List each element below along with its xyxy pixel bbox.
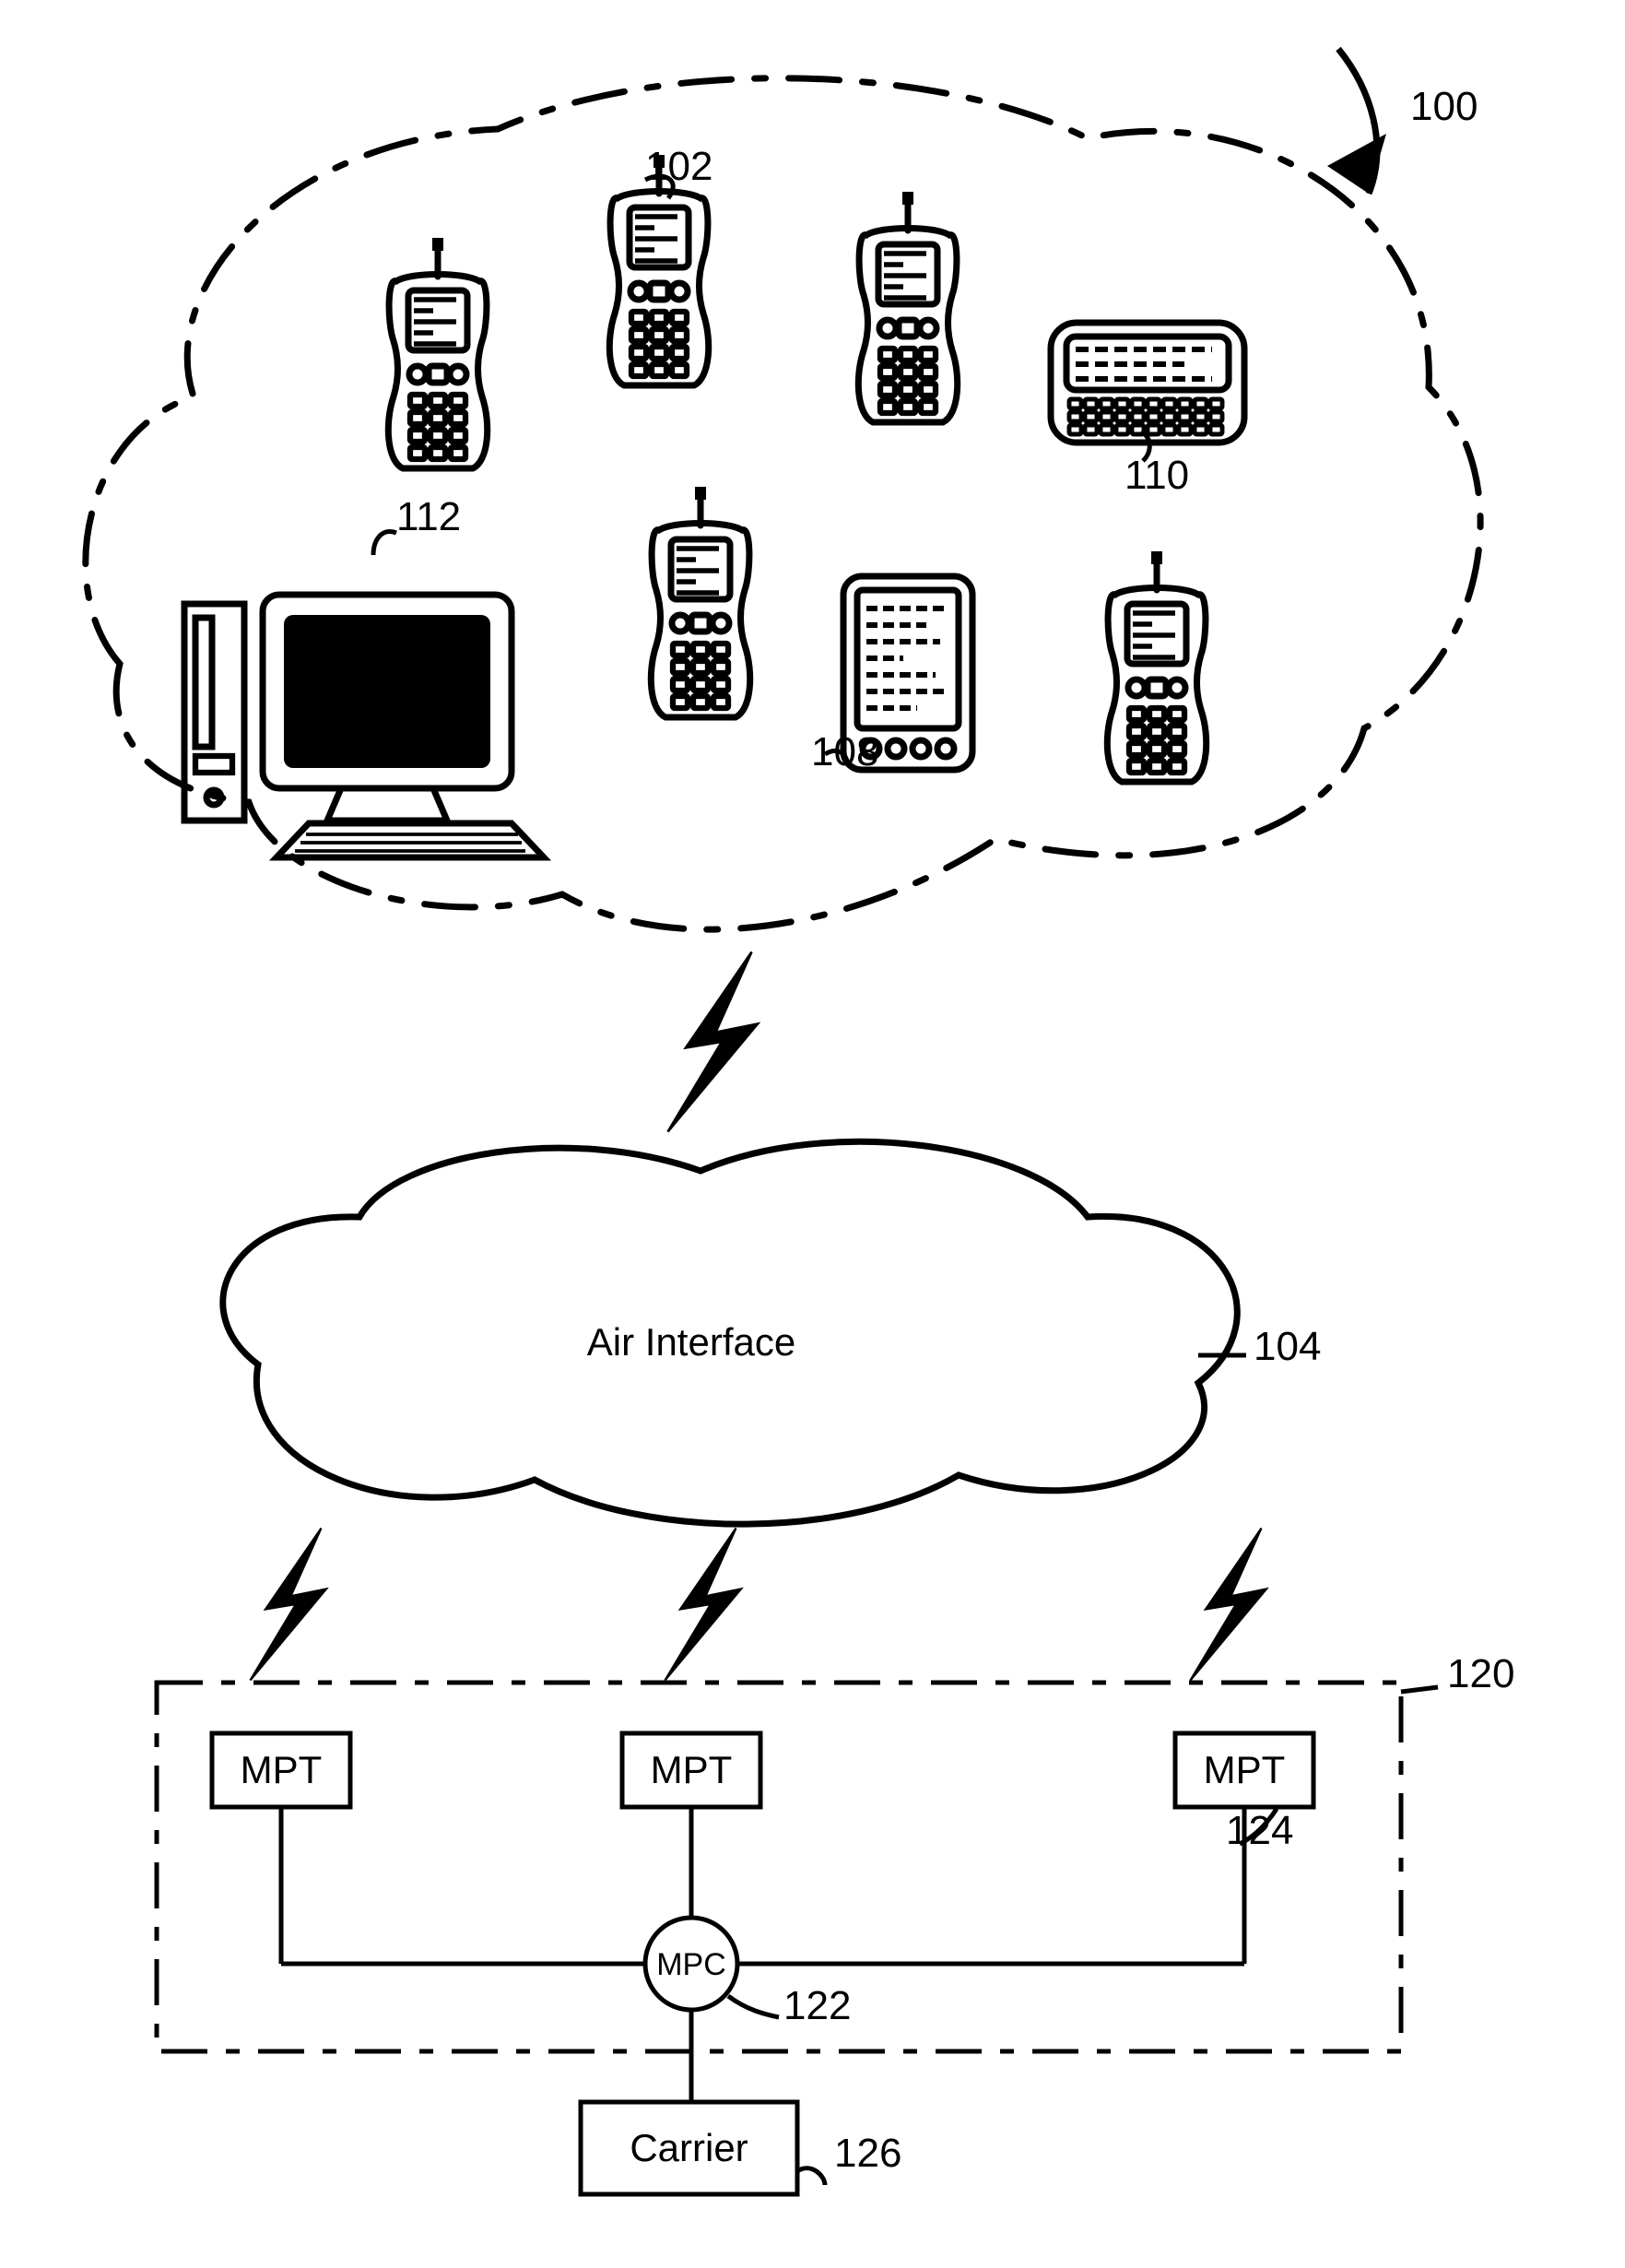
device-cloud-outline <box>86 78 1480 929</box>
ref-pager: 110 <box>1125 453 1189 498</box>
leader <box>1401 1687 1438 1692</box>
phone-icon <box>651 487 749 717</box>
computer-icon <box>184 595 544 857</box>
ref-network: 120 <box>1447 1651 1514 1696</box>
carrier-label: Carrier <box>630 2126 748 2169</box>
phone-icon <box>609 155 708 385</box>
lightning-icon <box>665 1529 742 1681</box>
system-arrow-head <box>1327 134 1386 194</box>
ref-mpt: 124 <box>1226 1808 1293 1853</box>
leader <box>797 2168 825 2185</box>
mpt-label: MPT <box>241 1748 323 1791</box>
lightning-icon <box>1191 1529 1267 1681</box>
ref-pda: 108 <box>811 729 878 774</box>
lightning-icon <box>251 1529 327 1681</box>
leader <box>728 1996 779 2017</box>
ref-phone: 102 <box>645 144 712 189</box>
ref-system: 100 <box>1410 84 1478 129</box>
mpc-label: MPC <box>656 1947 726 1982</box>
network-box <box>157 1683 1401 2051</box>
ref-mpc: 122 <box>783 1983 851 2028</box>
lightning-icon <box>668 952 759 1132</box>
ref-air: 104 <box>1254 1324 1321 1369</box>
air-interface-label: Air Interface <box>587 1320 795 1364</box>
mpt-label: MPT <box>651 1748 733 1791</box>
leader <box>373 532 396 555</box>
mpt-label: MPT <box>1204 1748 1286 1791</box>
ref-carrier: 126 <box>834 2131 901 2176</box>
phone-icon <box>1107 551 1206 782</box>
pager-icon <box>1051 323 1244 443</box>
ref-computer: 112 <box>396 494 461 539</box>
phone-icon <box>858 192 957 422</box>
phone-icon <box>388 238 487 468</box>
